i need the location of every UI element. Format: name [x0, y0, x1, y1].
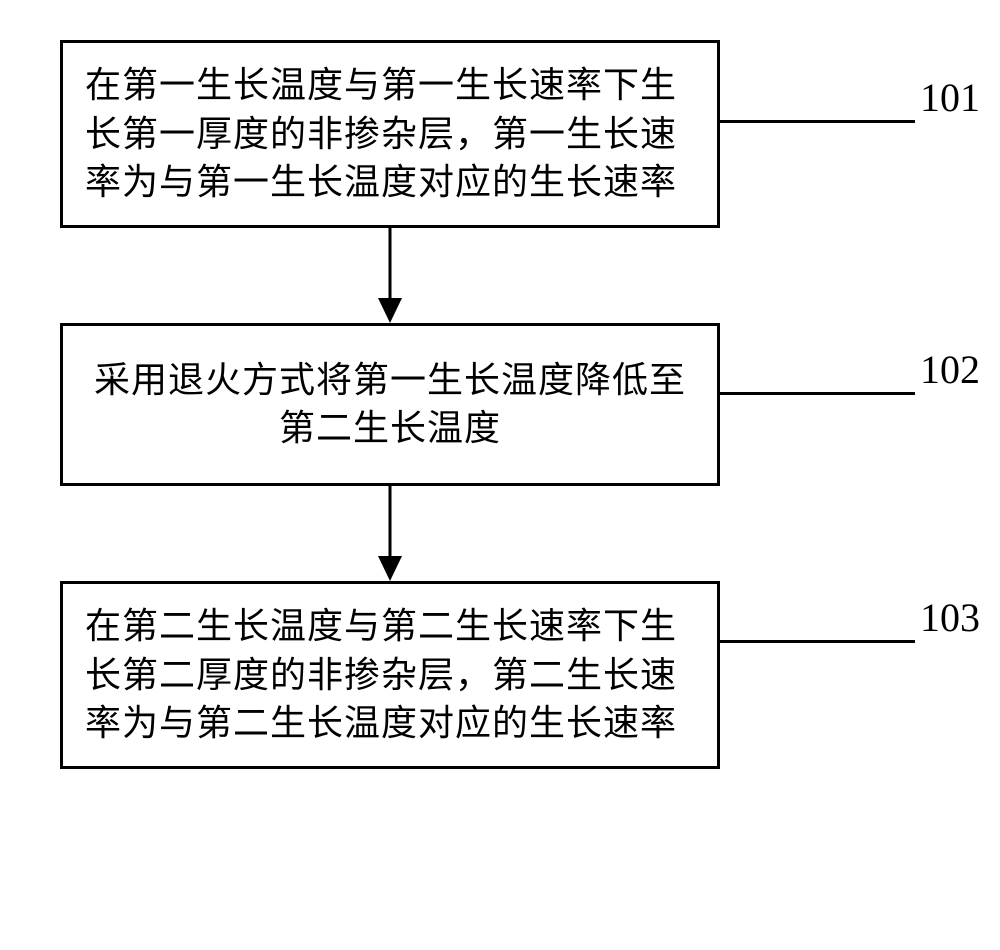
arrow-down-icon: [370, 486, 410, 581]
label-102: 102: [920, 346, 980, 393]
label-line-103: [720, 640, 915, 643]
flowchart-box-101: 在第一生长温度与第一生长速率下生长第一厚度的非掺杂层，第一生长速率为与第一生长温…: [60, 40, 720, 228]
arrow-down-icon: [370, 228, 410, 323]
label-line-102: [720, 392, 915, 395]
flowchart-box-102: 采用退火方式将第一生长温度降低至第二生长温度: [60, 323, 720, 486]
box-101-text: 在第一生长温度与第一生长速率下生长第一厚度的非掺杂层，第一生长速率为与第一生长温…: [85, 61, 695, 207]
flowchart-box-103: 在第二生长温度与第二生长速率下生长第二厚度的非掺杂层，第二生长速率为与第二生长温…: [60, 581, 720, 769]
label-103: 103: [920, 594, 980, 641]
arrow-2: [60, 486, 720, 581]
box-103-text: 在第二生长温度与第二生长速率下生长第二厚度的非掺杂层，第二生长速率为与第二生长温…: [85, 602, 695, 748]
box-102-text: 采用退火方式将第一生长温度降低至第二生长温度: [85, 356, 695, 453]
arrow-1: [60, 228, 720, 323]
label-line-101: [720, 120, 915, 123]
label-101: 101: [920, 74, 980, 121]
